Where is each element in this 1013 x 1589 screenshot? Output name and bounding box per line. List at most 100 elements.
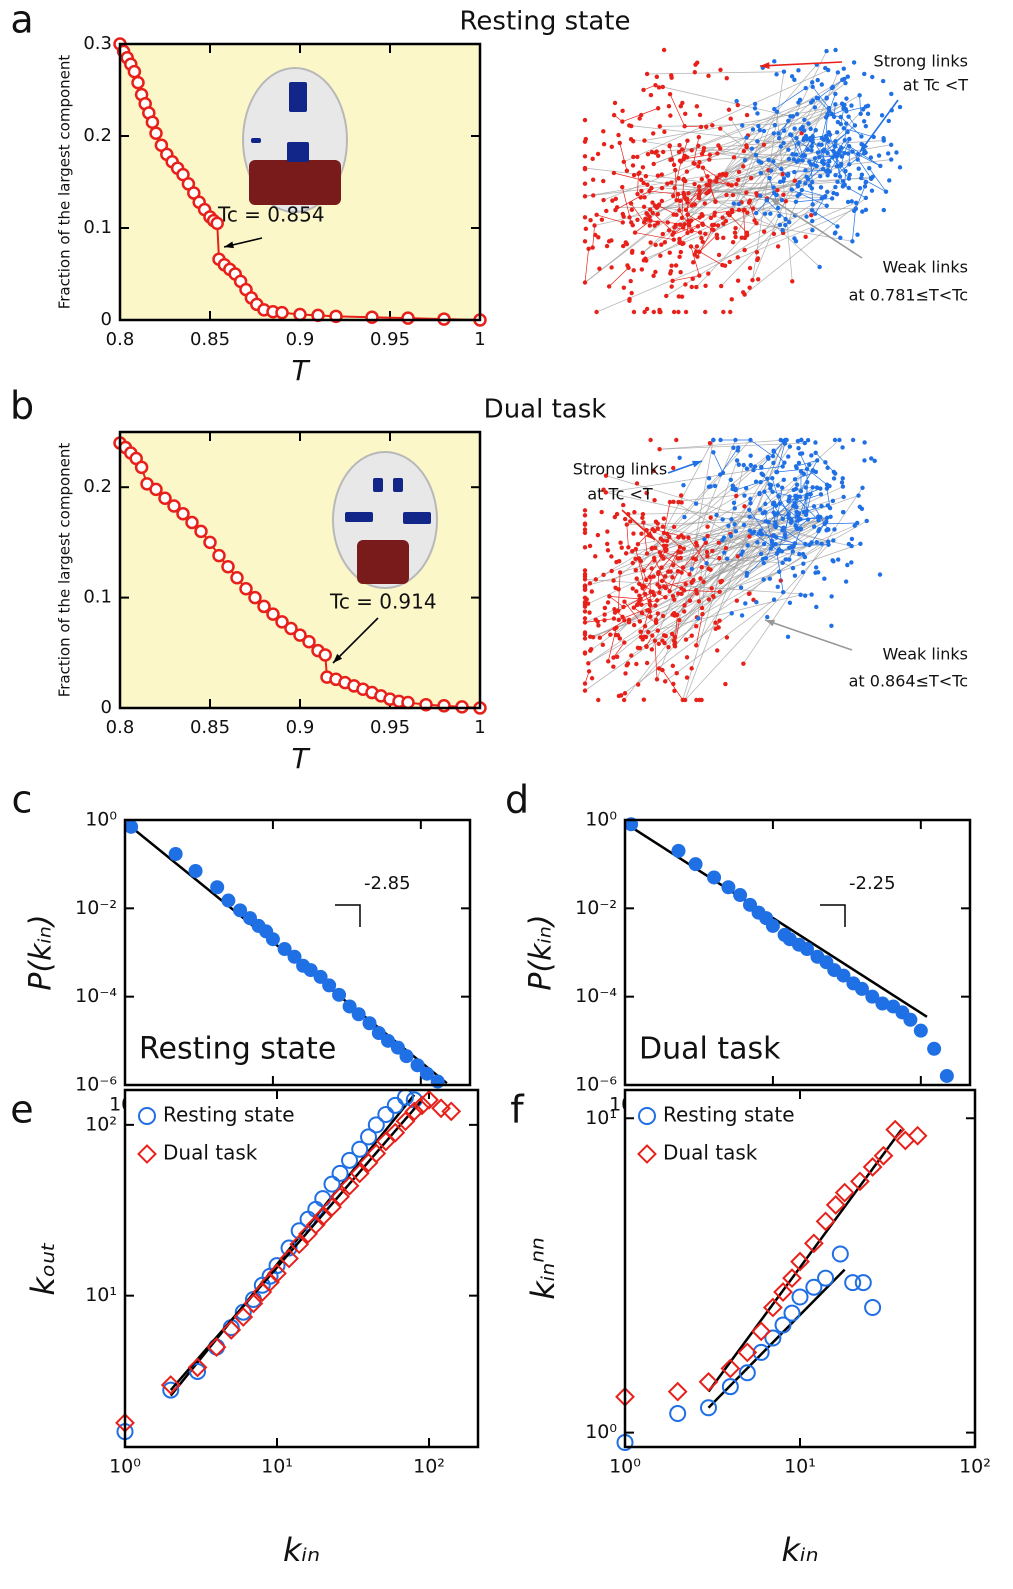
network-node	[731, 155, 737, 160]
point	[764, 1329, 782, 1347]
point	[239, 582, 253, 596]
network-node	[651, 468, 656, 474]
network-node	[796, 158, 802, 163]
slope-label: -2.85	[364, 873, 411, 894]
network-node	[634, 602, 640, 608]
network-node	[634, 481, 640, 486]
network-node	[750, 127, 756, 132]
network-node	[666, 104, 672, 109]
network-node	[801, 561, 806, 566]
network-node	[656, 641, 662, 646]
arrow-head	[765, 619, 775, 627]
point	[212, 548, 226, 563]
network-node	[687, 572, 692, 577]
network-edge	[775, 523, 806, 545]
network-node	[841, 494, 846, 500]
network-node	[621, 604, 626, 610]
network-node	[651, 574, 656, 579]
network-node	[661, 530, 667, 536]
network-node	[863, 180, 868, 185]
network-node	[672, 597, 677, 602]
point	[322, 978, 337, 993]
network-node	[826, 139, 831, 144]
panel-title: Dual task	[484, 395, 607, 425]
network-node	[632, 510, 637, 515]
network-node	[637, 116, 642, 121]
network-node	[650, 633, 655, 638]
network-node	[655, 628, 660, 633]
network-edge	[803, 497, 807, 513]
network-node	[717, 556, 722, 561]
network-node	[831, 538, 836, 543]
network-edge	[669, 571, 679, 592]
network-node	[591, 193, 596, 198]
panel-label: c	[12, 778, 33, 822]
network-node	[629, 653, 634, 658]
x-tick-label: 10²	[959, 1456, 991, 1478]
network-node	[829, 623, 834, 629]
point	[721, 880, 736, 895]
network-node	[682, 603, 687, 608]
network-node	[852, 123, 858, 128]
network-node	[669, 157, 675, 162]
network-node	[595, 151, 601, 157]
network-node	[733, 487, 738, 493]
network-edge	[617, 572, 621, 611]
network-node	[694, 591, 700, 596]
network-node	[622, 516, 628, 522]
point	[401, 311, 415, 325]
arrow	[332, 617, 379, 664]
network-node	[586, 661, 591, 666]
network-edge	[609, 596, 624, 608]
network-node	[602, 605, 608, 611]
network-node	[767, 175, 772, 181]
network-node	[703, 540, 709, 545]
network-node	[846, 185, 852, 191]
network-node	[647, 223, 653, 228]
network-node	[709, 586, 714, 591]
point	[927, 1041, 942, 1056]
network-edge	[635, 549, 645, 587]
network-node	[796, 141, 801, 146]
network-node	[582, 545, 588, 550]
network-edge	[807, 156, 820, 180]
network-node	[747, 534, 752, 539]
network-node	[685, 212, 690, 217]
network-node	[642, 309, 647, 315]
network-node	[668, 268, 674, 274]
network-node	[761, 128, 767, 134]
network-node	[817, 154, 822, 160]
point	[149, 482, 163, 497]
network-node	[660, 524, 666, 529]
network-node	[856, 493, 861, 498]
network-node	[859, 175, 864, 181]
network-node	[796, 445, 801, 451]
network-node	[809, 186, 815, 191]
network-node	[831, 476, 837, 481]
network-node	[764, 198, 770, 203]
network-node	[802, 117, 807, 122]
network-node	[755, 139, 760, 144]
network-node	[707, 152, 713, 158]
network-edge	[796, 460, 818, 467]
network-link	[752, 98, 819, 209]
network-node	[823, 460, 828, 465]
point	[699, 1399, 717, 1417]
network-edge	[774, 87, 806, 110]
network-link	[720, 128, 785, 179]
network-node	[840, 184, 846, 189]
network-node	[667, 250, 672, 255]
network-node	[803, 509, 809, 515]
network-node	[818, 185, 824, 190]
network-node	[586, 246, 591, 252]
network-node	[739, 613, 745, 618]
point	[615, 1386, 635, 1407]
network-node	[630, 586, 635, 591]
network-node	[765, 614, 770, 620]
network-edge	[654, 640, 658, 680]
network-link	[744, 197, 867, 295]
network-node	[792, 541, 798, 546]
network-node	[741, 661, 746, 666]
network-node	[771, 597, 777, 602]
network-node	[842, 150, 847, 156]
